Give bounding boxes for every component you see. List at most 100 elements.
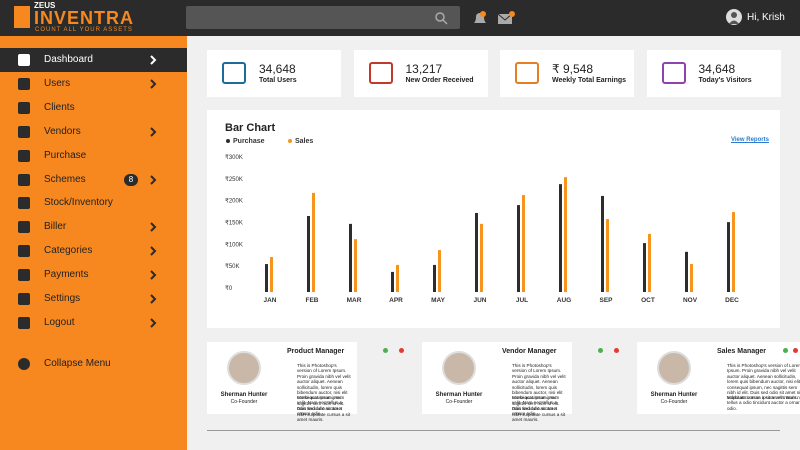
- logo-brand: ZEUS: [34, 1, 56, 10]
- arrow: [150, 294, 157, 304]
- bar: [433, 264, 436, 292]
- x-tick-label: NOV: [683, 297, 698, 304]
- x-tick-label: AUG: [557, 297, 571, 304]
- user-greeting[interactable]: Hi, Krish: [747, 12, 785, 23]
- stat-value: 34,648: [698, 62, 736, 76]
- stat-value: 13,217: [405, 62, 443, 76]
- message-icon[interactable]: [497, 10, 515, 26]
- profile-role: Vendor Manager: [502, 348, 557, 355]
- arrow: [150, 222, 157, 233]
- menu-arrow: [150, 318, 157, 328]
- arrow: [150, 318, 157, 328]
- y-tick-label: ₹300K: [225, 154, 243, 161]
- menu-item[interactable]: Vendors: [0, 120, 187, 144]
- menu-label: Purchase: [44, 149, 87, 161]
- x-tick-label: MAY: [431, 297, 446, 304]
- menu-item[interactable]: Stock/Inventory: [0, 191, 187, 215]
- x-tick-label: OCT: [641, 297, 655, 304]
- profile-name: Sherman Hunter: [220, 392, 268, 398]
- y-tick-label: ₹150K: [225, 220, 243, 227]
- legend-label: Purchase: [233, 138, 265, 145]
- bar: [559, 184, 562, 292]
- menu-arrow: [150, 294, 157, 304]
- sidebar: Dashboard Users Clients Vendors Purchase Sche…: [0, 36, 187, 450]
- menu-item[interactable]: Dashboard: [0, 48, 187, 72]
- menu-item[interactable]: Payments: [0, 263, 187, 287]
- stat-card: 13,217 New Order Received: [353, 50, 488, 97]
- menu-icon: [18, 54, 30, 66]
- profile-text: This is Photoshop's version of Lorem Ips…: [512, 363, 566, 423]
- avatar: [227, 351, 261, 385]
- menu-item[interactable]: Settings: [0, 287, 187, 311]
- menu-arrow: [150, 246, 157, 256]
- bar: [396, 264, 399, 292]
- search-icon[interactable]: [434, 11, 448, 25]
- top-bar: ZEUS INVENTRA COUNT ALL YOUR ASSETS Hi, …: [0, 0, 800, 36]
- x-tick-label: SEP: [599, 297, 613, 304]
- menu-label: Dashboard: [44, 54, 93, 65]
- menu-label: Stock/Inventory: [44, 197, 113, 209]
- bar: [522, 195, 525, 292]
- bar: [564, 177, 567, 292]
- x-tick-label: FEB: [306, 297, 319, 304]
- bar: [270, 257, 273, 292]
- user-avatar[interactable]: [726, 9, 742, 25]
- arrow: [150, 55, 157, 65]
- bar: [307, 216, 310, 292]
- status-red: [614, 348, 619, 353]
- search-box[interactable]: [186, 6, 460, 29]
- profile-name: Sherman Hunter: [650, 392, 698, 398]
- bar: [354, 239, 357, 292]
- menu-label: Logout: [44, 316, 75, 328]
- menu-icon: [18, 149, 30, 162]
- status-green: [598, 348, 603, 353]
- collapse-icon: [18, 358, 30, 370]
- menu-item[interactable]: Biller: [0, 215, 187, 239]
- menu-item[interactable]: Logout: [0, 311, 187, 335]
- menu-label: Users: [44, 77, 71, 89]
- x-tick-label: JUL: [516, 297, 528, 304]
- menu-icon: [18, 197, 30, 210]
- menu-arrow: [150, 222, 157, 233]
- menu-item[interactable]: Users: [0, 72, 187, 96]
- menu-label: Schemes: [44, 173, 86, 185]
- arrow: [150, 79, 157, 89]
- profile-card: Sherman Hunter Co-Founder Vendor Manager Th…: [422, 342, 619, 422]
- y-tick-label: ₹50K: [225, 263, 240, 270]
- view-reports-link[interactable]: View Reports: [731, 137, 769, 143]
- logo-tagline: COUNT ALL YOUR ASSETS: [35, 27, 133, 33]
- menu-label: Payments: [44, 269, 89, 281]
- x-tick-label: JUN: [473, 297, 486, 304]
- arrow: [150, 246, 157, 256]
- bar: [517, 205, 520, 292]
- profile-card: Sherman Hunter Co-Founder Sales Manager Thi…: [637, 342, 800, 414]
- menu-arrow: [150, 270, 157, 280]
- bar: [648, 233, 651, 292]
- menu-arrow: [150, 126, 157, 137]
- menu-item[interactable]: Purchase: [0, 144, 187, 168]
- stat-label: Today's Visitors: [698, 77, 752, 84]
- bar: [349, 223, 352, 292]
- menu-label: Categories: [44, 245, 93, 257]
- stat-icon: [661, 62, 686, 84]
- stat-label: Total Users: [259, 77, 297, 84]
- menu-item[interactable]: Categories: [0, 239, 187, 263]
- profile-title: Co-Founder: [660, 399, 688, 405]
- arrow: [150, 174, 157, 185]
- collapse-menu[interactable]: Collapse Menu: [0, 352, 187, 376]
- chart-title: Bar Chart: [225, 122, 276, 134]
- menu-item[interactable]: Schemes 8: [0, 168, 187, 192]
- notification-icon[interactable]: [472, 10, 488, 28]
- menu-icon: [18, 269, 30, 282]
- logo-name: INVENTRA: [34, 8, 135, 28]
- bar: [438, 250, 441, 292]
- bar: [312, 192, 315, 292]
- bar: [391, 271, 394, 292]
- stat-card: 34,648 Today's Visitors: [646, 50, 781, 97]
- profile-text: Morbi accumsan ipsum velit. Nam nec tell…: [297, 395, 345, 417]
- profile-text: This is Photoshop's version of Lorem Ips…: [727, 363, 800, 401]
- menu-icon: [18, 173, 30, 186]
- menu-item[interactable]: Clients: [0, 96, 187, 120]
- stat-value: ₹ 9,548: [552, 62, 593, 76]
